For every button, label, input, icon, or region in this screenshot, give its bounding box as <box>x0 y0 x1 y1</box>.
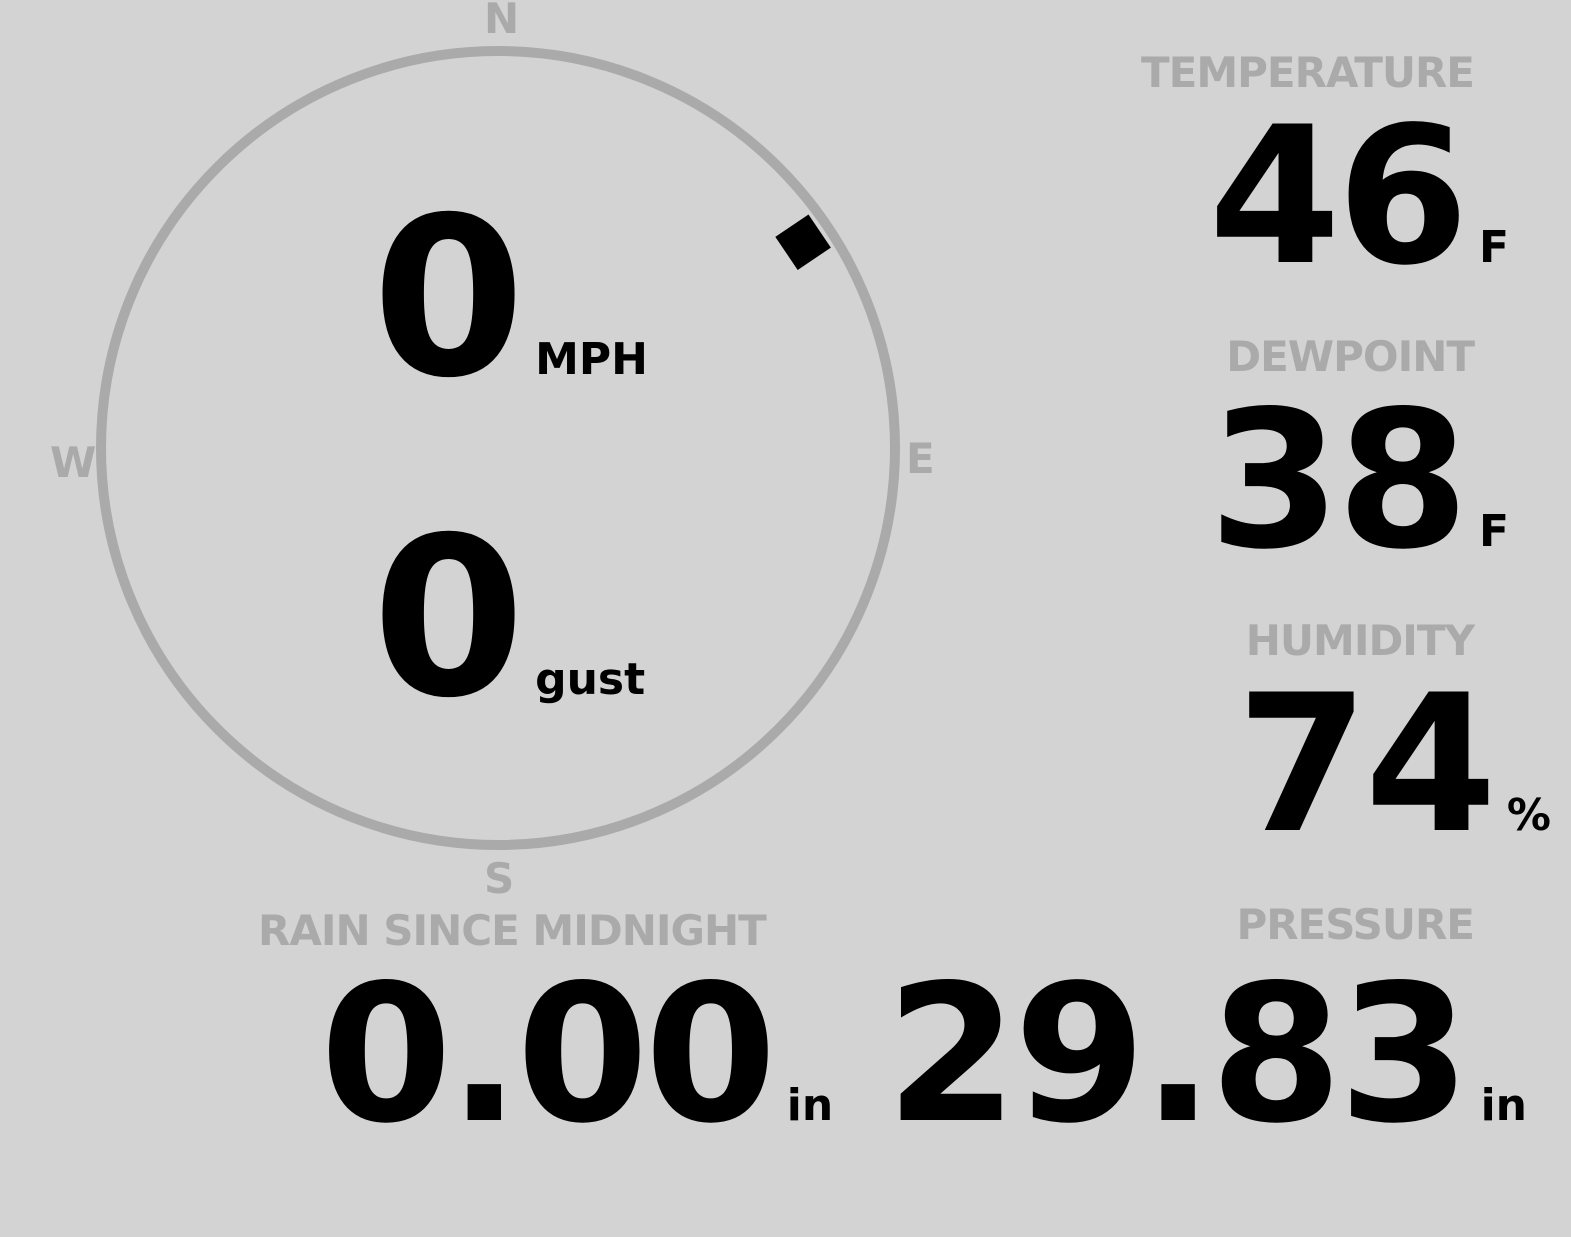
wind-speed: 0 MPH <box>372 188 648 408</box>
temperature: 46 F <box>1209 102 1525 292</box>
compass-south: S <box>484 854 515 903</box>
temperature-unit: F <box>1479 222 1510 273</box>
rain: 0.00 in <box>320 960 833 1150</box>
pressure: 29.83 in <box>886 960 1527 1150</box>
dewpoint-unit: F <box>1479 506 1510 557</box>
rain-value: 0.00 <box>320 944 777 1165</box>
compass-west: W <box>50 438 97 487</box>
wind-gust-value: 0 <box>372 490 525 746</box>
pressure-value: 29.83 <box>885 944 1471 1165</box>
wind-gust-label: gust <box>535 654 646 705</box>
wind-gust: 0 gust <box>372 508 645 728</box>
compass-north: N <box>484 0 520 43</box>
humidity-unit: % <box>1506 790 1551 841</box>
rain-unit: in <box>786 1080 834 1131</box>
humidity-value: 74 <box>1236 654 1497 875</box>
compass-east: E <box>906 434 935 483</box>
dewpoint-value: 38 <box>1208 370 1469 591</box>
temperature-label: TEMPERATURE <box>1141 48 1475 97</box>
pressure-unit: in <box>1480 1080 1527 1131</box>
dewpoint-label: DEWPOINT <box>1226 332 1475 381</box>
wind-direction-marker <box>775 214 831 270</box>
wind-speed-value: 0 <box>372 170 525 426</box>
dewpoint: 38 F <box>1209 386 1525 576</box>
compass-ring <box>96 46 900 850</box>
humidity-label: HUMIDITY <box>1245 616 1475 665</box>
wind-speed-unit: MPH <box>535 334 648 385</box>
humidity: 74 % <box>1237 670 1552 860</box>
rain-label: RAIN SINCE MIDNIGHT <box>258 906 767 955</box>
pressure-label: PRESSURE <box>1236 900 1475 949</box>
temperature-value: 46 <box>1208 86 1469 307</box>
